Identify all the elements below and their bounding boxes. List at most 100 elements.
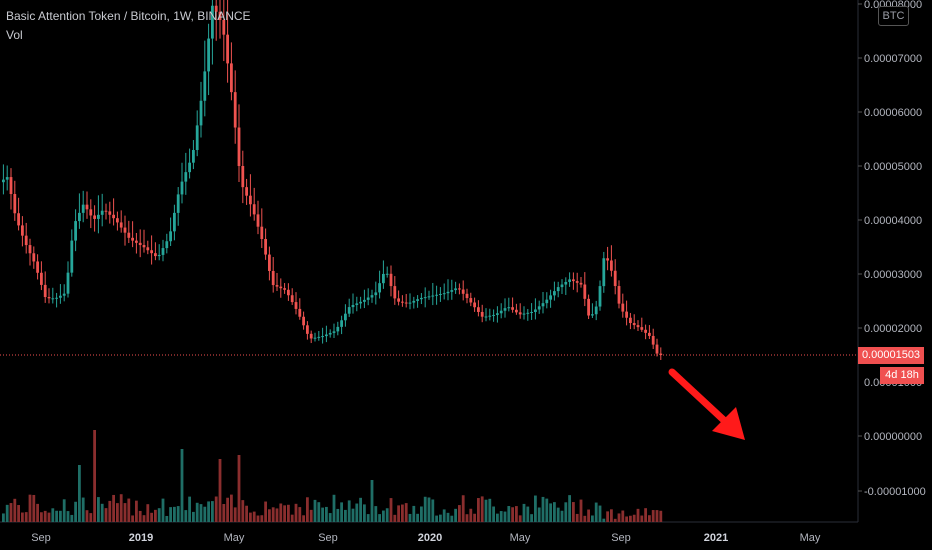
candle-body (404, 302, 408, 304)
volume-bar (518, 515, 522, 522)
volume-bar (78, 465, 81, 522)
volume-bar (188, 496, 191, 522)
volume-bar (104, 508, 108, 522)
candle-body (477, 307, 480, 312)
candle-body (47, 297, 51, 299)
candle-body (644, 329, 647, 333)
volume-bar (435, 515, 438, 522)
volume-bar (112, 494, 115, 522)
volume-bar (579, 499, 583, 522)
candle-body (340, 320, 343, 327)
volume-bar (131, 515, 134, 522)
candle-body (271, 270, 275, 286)
candle-body (439, 293, 442, 295)
candle-body (503, 308, 507, 311)
candle-body (537, 306, 541, 310)
volume-bar (598, 505, 602, 522)
volume-bar (351, 508, 355, 522)
candle-body (442, 293, 446, 295)
volume-bar (397, 505, 400, 522)
candle-body (24, 235, 28, 246)
candle-body (233, 92, 237, 128)
volume-bar (62, 499, 66, 522)
candle-body (192, 150, 195, 163)
volume-bar (503, 511, 507, 522)
volume-bar (621, 510, 625, 522)
candle-body (85, 204, 89, 210)
currency-badge[interactable]: BTC (878, 6, 909, 26)
price-tick-label: 0.00006000 (864, 107, 922, 119)
volume-bar (169, 507, 172, 522)
candle-body (359, 301, 362, 304)
volume-bar (363, 504, 366, 522)
volume-bar (313, 499, 317, 522)
candle-body (370, 295, 374, 298)
candle-body (138, 242, 142, 246)
volume-bar (142, 515, 146, 522)
volume-bar (416, 513, 419, 522)
candle-body (587, 298, 590, 316)
candle-body (116, 218, 119, 223)
candle-body (36, 261, 39, 273)
volume-bar (530, 514, 533, 522)
candle-body (564, 281, 568, 285)
volume-bar (154, 509, 157, 522)
candle-body (530, 312, 533, 314)
volume-bar (553, 502, 556, 522)
volume-bar (602, 518, 606, 522)
volume-bar (13, 498, 17, 522)
volume-bar (256, 515, 260, 522)
volume-bar (24, 512, 28, 522)
candle-body (366, 297, 370, 300)
volume-bar (2, 513, 5, 522)
volume-bar (127, 498, 131, 522)
volume-bar (526, 506, 530, 522)
candle-body (298, 308, 302, 317)
volume-tick-label: -0.00001000 (864, 486, 926, 498)
volume-bar (40, 512, 43, 522)
candle-body (355, 303, 359, 305)
price-tick-label: 0.00005000 (864, 161, 922, 173)
candle-body (222, 19, 226, 35)
volume-bar (587, 509, 590, 522)
volume-bar (450, 515, 454, 522)
candle-body (594, 306, 598, 315)
candle-body (283, 288, 286, 290)
candle-body (344, 313, 347, 321)
candle-body (458, 288, 461, 290)
candle-body (427, 296, 431, 298)
candle-body (43, 284, 47, 298)
candle-body (598, 286, 602, 307)
candle-body (534, 309, 537, 313)
candle-body (526, 312, 530, 314)
candle-body (275, 285, 279, 287)
volume-bar (157, 508, 161, 522)
candle-body (602, 258, 606, 287)
candle-body (249, 195, 252, 205)
time-axis-label: Sep (611, 532, 631, 544)
price-tick-label: 0.00002000 (864, 323, 922, 335)
candle-body (423, 297, 427, 299)
candle-body (336, 326, 340, 332)
volume-bar (401, 504, 404, 522)
candle-body (123, 227, 127, 233)
candle-body (484, 316, 488, 318)
volume-bar (412, 505, 416, 522)
volume-bar (55, 510, 58, 522)
price-tick-label: 0.00003000 (864, 269, 922, 281)
volume-bar (59, 510, 62, 522)
candle-body (104, 210, 108, 212)
candle-body (511, 307, 514, 310)
down-arrow-shaft (668, 368, 732, 428)
candle-body (66, 272, 70, 294)
volume-bar (606, 511, 609, 522)
candle-body (306, 325, 309, 334)
volume-bar (522, 503, 526, 522)
volume-bar (309, 509, 313, 522)
candle-body (199, 100, 203, 126)
candle-body (347, 307, 351, 314)
time-axis-label: 2019 (129, 532, 153, 544)
volume-bar (230, 494, 233, 522)
candle-body (131, 237, 134, 241)
